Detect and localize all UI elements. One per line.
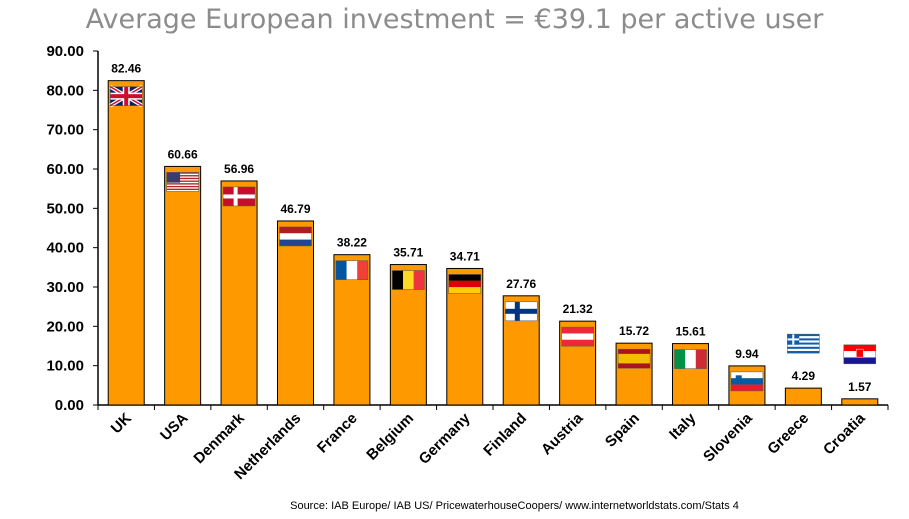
- y-tick-label: 0.00: [55, 397, 84, 414]
- category-label-usa: USA: [157, 410, 192, 445]
- category-label-belgium: Belgium: [363, 410, 417, 464]
- y-tick-label: 40.00: [46, 240, 84, 257]
- category-label-france: France: [314, 410, 361, 457]
- category-label-greece: Greece: [764, 410, 812, 458]
- data-label-usa: 60.66: [168, 147, 198, 161]
- bars: [107, 80, 879, 406]
- category-label-germany: Germany: [416, 409, 474, 467]
- data-label-denmark: 56.96: [224, 162, 254, 176]
- bar-netherlands: [277, 220, 314, 406]
- category-label-croatia: Croatia: [820, 409, 869, 458]
- greece-flag-icon: [787, 333, 820, 354]
- axes: 0.00 10.00 20.00 30.00 40.00 50.00 60.00 70.00 8…: [46, 43, 889, 414]
- y-tick-label: 50.00: [46, 200, 84, 217]
- category-label-austria: Austria: [538, 409, 587, 458]
- bar-denmark: [220, 180, 258, 406]
- bar-greece: [784, 387, 822, 406]
- austria-flag-icon: [561, 326, 594, 347]
- y-tick-label: 30.00: [46, 279, 84, 296]
- y-tick-label: 90.00: [46, 43, 84, 60]
- data-label-greece: 4.29: [792, 369, 816, 383]
- y-tick-label: 70.00: [46, 122, 84, 139]
- data-label-belgium: 35.71: [393, 246, 423, 260]
- data-label-finland: 27.76: [506, 277, 536, 291]
- category-label-uk: UK: [108, 410, 135, 437]
- italy-flag-icon: [674, 349, 707, 369]
- y-tick-label: 20.00: [46, 318, 84, 335]
- data-label-croatia: 1.57: [848, 380, 872, 394]
- source-note: Source: IAB Europe/ IAB US/ Pricewaterho…: [290, 500, 739, 512]
- france-flag-icon: [335, 260, 369, 280]
- y-tick-label: 10.00: [46, 358, 84, 375]
- y-tick-label: 80.00: [46, 82, 84, 99]
- category-label-finland: Finland: [480, 410, 530, 460]
- category-label-spain: Spain: [602, 410, 643, 451]
- uk-flag-icon: [109, 84, 144, 108]
- finland-flag-icon: [504, 301, 538, 322]
- spain-flag-icon: [617, 348, 651, 369]
- data-label-netherlands: 46.79: [280, 202, 310, 216]
- bar-usa: [164, 165, 202, 406]
- category-label-denmark: Denmark: [190, 409, 248, 467]
- chart-title: Average European investment = €39.1 per …: [85, 4, 824, 35]
- data-label-spain: 15.72: [619, 324, 649, 338]
- data-label-slovenia: 9.94: [735, 347, 759, 361]
- slovenia-flag-icon: [730, 371, 764, 392]
- category-label-slovenia: Slovenia: [700, 409, 756, 465]
- data-label-germany: 34.71: [450, 249, 480, 263]
- category-label-italy: Italy: [666, 409, 700, 443]
- bar-uk: [107, 80, 145, 406]
- data-label-italy: 15.61: [675, 325, 705, 339]
- data-label-austria: 21.32: [563, 302, 593, 316]
- data-label-uk: 82.46: [111, 62, 141, 76]
- flags: [109, 84, 877, 392]
- denmark-flag-icon: [222, 186, 256, 207]
- belgium-flag-icon: [392, 270, 425, 290]
- y-tick-label: 60.00: [46, 161, 84, 178]
- germany-flag-icon: [448, 274, 482, 294]
- bar-croatia: [841, 398, 879, 406]
- croatia-flag-icon: [843, 344, 877, 365]
- usa-flag-icon: [166, 172, 199, 192]
- data-label-france: 38.22: [337, 236, 367, 250]
- netherlands-flag-icon: [279, 226, 312, 247]
